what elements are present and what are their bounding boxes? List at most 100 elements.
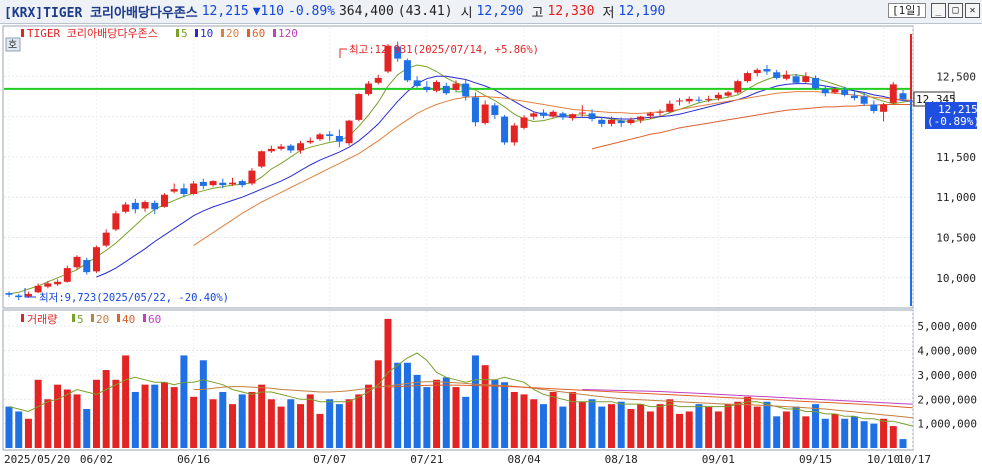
volume-bar: [607, 404, 615, 448]
candle-body: [209, 181, 217, 186]
volume-bar: [384, 318, 392, 448]
side-tab[interactable]: [5, 37, 21, 52]
maximize-icon[interactable]: □: [948, 3, 963, 18]
x-tick-label: 06/16: [177, 453, 210, 466]
price-tick-label: 10,500: [936, 232, 976, 245]
min-annotation: 최저:9,723(2025/05/22, -20.40%): [39, 292, 229, 304]
volume-bar: [403, 362, 411, 448]
volume-bar: [413, 374, 421, 448]
candle-body: [326, 134, 334, 136]
candle-body: [705, 98, 713, 100]
volume-ma-line-40: [387, 384, 913, 409]
candle-body: [666, 103, 674, 112]
volume-bar: [744, 396, 752, 448]
candle-body: [569, 114, 577, 119]
candle-body: [588, 113, 596, 120]
volume-ma-legend: 5 20 40 60: [72, 313, 161, 326]
candle-body: [685, 98, 693, 102]
candle-body: [63, 268, 71, 282]
candle-body: [744, 73, 752, 82]
ma-legend-label: 60: [252, 27, 265, 40]
volume-bar: [277, 406, 285, 448]
ma-legend-marker: [273, 29, 276, 37]
volume-bar: [248, 391, 256, 448]
low-label: 저: [602, 6, 615, 21]
candle-body: [773, 72, 781, 78]
candle-body: [102, 232, 110, 246]
candle-body: [676, 100, 683, 102]
period-selector[interactable]: [1일]: [888, 3, 926, 18]
volume-bar: [316, 413, 324, 448]
candle-body: [607, 119, 615, 124]
candle-body: [44, 283, 52, 287]
volume-ma-line-60: [582, 389, 913, 405]
volume-bar: [578, 401, 586, 448]
candle-body: [170, 189, 178, 192]
volume-bar: [442, 377, 450, 448]
x-axis: 2025/05/20 06/02 06/16 07/07 07/21 08/04 08/18…: [4, 453, 931, 466]
x-tick-label: 07/21: [410, 453, 443, 466]
candle-body: [5, 293, 13, 295]
candle-body: [510, 125, 518, 143]
candle-body: [792, 76, 800, 83]
x-tick-label: 10/10: [867, 453, 900, 466]
volume-bar: [24, 418, 32, 448]
volume-bar: [287, 399, 295, 448]
volume-bar: [335, 404, 343, 448]
candle-body: [831, 89, 839, 93]
candle-body: [802, 76, 810, 82]
high-label: 고: [531, 6, 544, 21]
low-price: 12,190: [618, 4, 666, 19]
volume-bar: [83, 409, 91, 448]
chart-area[interactable]: 호 TIGER 코리아배당다우존스 5 10 20 60 120 최고:12,931(2…: [0, 24, 982, 469]
candle-body: [219, 182, 227, 186]
volume-bar: [452, 387, 460, 448]
volume-tick-label: 2,000,000: [917, 393, 977, 406]
ma-legend-label: 120: [278, 27, 298, 40]
volume-value: 364,400: [338, 4, 394, 19]
candle-body: [190, 183, 198, 194]
candle-body: [821, 89, 829, 94]
volume-bar: [73, 394, 81, 448]
volume-legend-marker: [21, 314, 24, 322]
candle-body: [481, 104, 489, 124]
ma-legend-marker: [221, 29, 224, 37]
candle-body: [880, 104, 888, 112]
candle-body: [627, 119, 635, 124]
x-tick-label: 06/02: [80, 453, 113, 466]
current-price-label: 12,215: [938, 103, 978, 116]
volume-ratio: (43.41): [397, 4, 453, 19]
candle-body: [763, 69, 771, 72]
volume-ma-legend-label: 20: [96, 313, 109, 326]
volume-bar: [549, 391, 557, 448]
candle-body: [656, 111, 664, 113]
volume-bar: [734, 401, 742, 448]
candle-body: [899, 93, 907, 100]
volume-bar: [160, 382, 168, 448]
candle-body: [598, 119, 606, 124]
x-tick-label: 08/04: [507, 453, 540, 466]
candle-body: [316, 134, 324, 140]
side-tab-label: 호: [8, 39, 17, 51]
candle-body: [413, 80, 421, 86]
close-icon[interactable]: ✕: [965, 3, 980, 18]
volume-bar: [880, 418, 888, 448]
candle-body: [841, 90, 849, 95]
price-panel[interactable]: [2, 25, 914, 309]
volume-bar: [219, 391, 227, 448]
volume-bar: [44, 399, 52, 448]
volume-tick-label: 4,000,000: [917, 345, 977, 358]
candle-body: [141, 202, 149, 209]
volume-bar: [899, 439, 907, 448]
candle-body: [637, 116, 645, 120]
volume-bar: [637, 404, 645, 448]
volume-bar: [365, 384, 373, 448]
ma-legend-label: 5: [181, 27, 188, 40]
ma-legend-label: 20: [226, 27, 239, 40]
minimize-icon[interactable]: _: [931, 3, 946, 18]
volume-marks: [5, 318, 913, 448]
candle-body: [374, 77, 382, 83]
candle-body: [530, 113, 538, 117]
volume-bar: [802, 416, 810, 448]
candle-body: [646, 113, 654, 116]
